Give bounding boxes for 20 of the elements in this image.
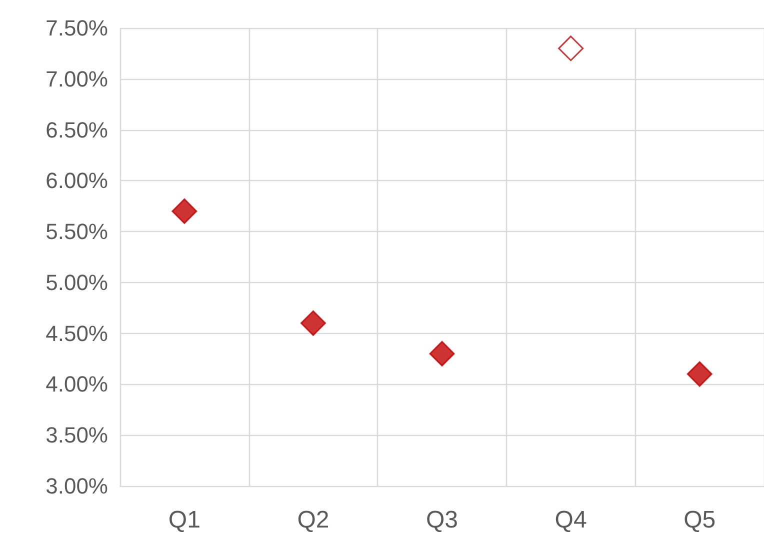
y-tick-label: 5.00%: [46, 270, 108, 295]
point: [686, 361, 712, 387]
y-tick-label: 4.00%: [46, 372, 108, 397]
y-tick-label: 7.00%: [46, 66, 108, 92]
y-tick-label: 3.50%: [46, 422, 108, 448]
y-tick-label: 5.50%: [46, 219, 108, 244]
y-tick-label: 4.50%: [46, 320, 108, 346]
x-tick-label: Q1: [168, 506, 200, 534]
y-tick-label: 3.00%: [46, 474, 108, 498]
y-tick-label: 6.00%: [46, 168, 108, 194]
x-tick-label: Q3: [426, 506, 458, 534]
point: [172, 198, 198, 224]
point: [558, 36, 584, 62]
x-tick-label: Q4: [554, 506, 587, 534]
x-tick-label: Q2: [297, 506, 330, 534]
point: [429, 340, 455, 366]
x-tick-label: Q5: [684, 506, 716, 534]
y-tick-label: 7.50%: [46, 16, 108, 40]
point: [300, 310, 326, 336]
y-tick-label: 6.50%: [46, 117, 108, 142]
